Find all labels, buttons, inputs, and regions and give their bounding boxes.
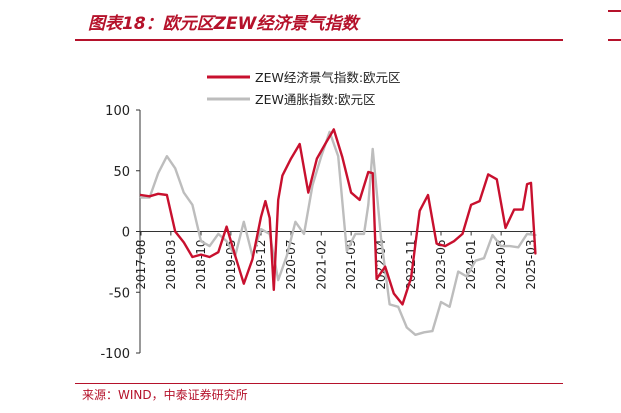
x-tick-label: 2021-09 — [344, 240, 358, 290]
x-tick-label: 2018-03 — [164, 240, 178, 290]
title-underline — [75, 39, 563, 41]
neighbor-figure-rule — [608, 10, 621, 12]
x-tick-label: 2018-10 — [194, 240, 208, 290]
figure-title: 图表18：欧元区ZEW经济景气指数 — [88, 14, 359, 34]
chart-series — [139, 128, 537, 336]
x-tick-label: 2019-12 — [254, 240, 268, 290]
x-tick-label: 2020-07 — [284, 240, 298, 290]
source-divider — [75, 383, 563, 384]
y-tick-label: -100 — [100, 347, 130, 362]
x-tick-label: 2024-01 — [464, 240, 478, 290]
y-tick-label: 50 — [113, 165, 130, 180]
legend-label-1: ZEW经济景气指数:欧元区 — [255, 70, 401, 85]
series-line-1 — [139, 128, 537, 306]
x-tick-label: 2021-02 — [314, 240, 328, 290]
y-tick-label: 0 — [122, 226, 130, 241]
y-tick-labels: 100 50 0 -50 -100 — [100, 104, 130, 362]
series-line-2 — [139, 130, 537, 336]
neighbor-figure-underline — [608, 39, 621, 41]
x-tick-label: 2024-08 — [494, 240, 508, 290]
x-tick-label: 2017-08 — [134, 240, 148, 290]
chart-legend: ZEW经济景气指数:欧元区 ZEW通胀指数:欧元区 — [207, 70, 401, 107]
x-tick-label: 2023-06 — [434, 240, 448, 290]
y-tick-label: -50 — [109, 286, 130, 301]
source-note: 来源：WIND，中泰证券研究所 — [82, 388, 248, 402]
y-tick-label: 100 — [105, 104, 130, 119]
legend-label-2: ZEW通胀指数:欧元区 — [255, 92, 376, 107]
x-tick-labels: 2017-08 2018-03 2018-10 2019-05 2019-12 2020-… — [134, 240, 538, 290]
